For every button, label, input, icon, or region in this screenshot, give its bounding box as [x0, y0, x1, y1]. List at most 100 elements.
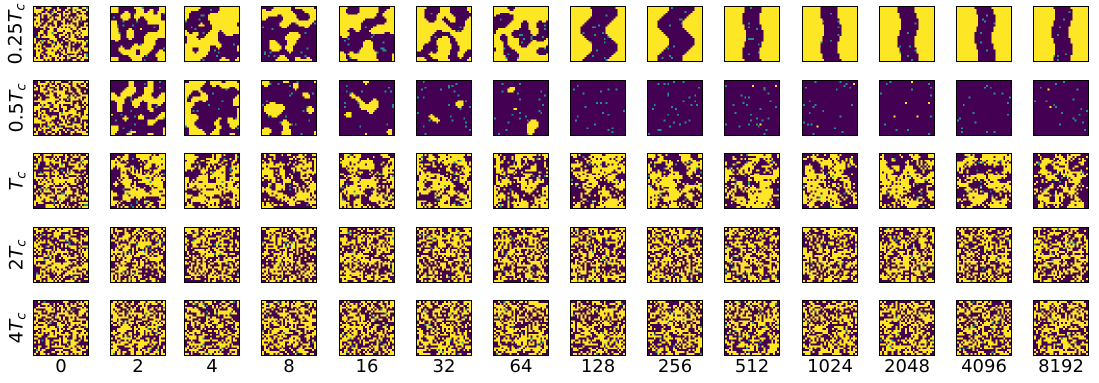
spin-lattice-panel [570, 300, 626, 356]
row-label: 0.25Tc [5, 3, 29, 64]
row-label-text: 0.25Tc [5, 3, 29, 64]
spin-lattice-panel [570, 6, 626, 62]
spin-lattice-panel [261, 6, 317, 62]
row-label-symbol: T [5, 11, 27, 23]
spin-lattice-panel [493, 227, 549, 283]
spin-lattice-panel [879, 6, 935, 62]
column-label-step: 128 [570, 356, 626, 377]
spin-lattice-panel [724, 153, 780, 209]
spin-lattice-panel [724, 6, 780, 62]
column-label-step: 1024 [802, 356, 858, 377]
row-label-subscript: c [14, 3, 29, 10]
spin-lattice-panel [339, 227, 395, 283]
column-label-step: 32 [416, 356, 472, 377]
spin-lattice-panel [1033, 153, 1089, 209]
spin-lattice-panel [647, 300, 703, 356]
row-label-symbol: T [5, 247, 27, 259]
spin-lattice-panel [1033, 80, 1089, 136]
spin-lattice-panel [261, 80, 317, 136]
spin-lattice-panel [33, 227, 89, 283]
spin-lattice-panel [184, 153, 240, 209]
row-label: Tc [5, 151, 29, 211]
spin-lattice-panel [184, 300, 240, 356]
spin-lattice-panel [261, 227, 317, 283]
spin-lattice-panel [184, 227, 240, 283]
spin-lattice-panel [647, 227, 703, 283]
spin-lattice-panel [570, 153, 626, 209]
spin-lattice-panel [110, 80, 166, 136]
row-label-subscript: c [14, 313, 29, 320]
spin-lattice-panel [261, 153, 317, 209]
spin-lattice-panel [802, 6, 858, 62]
spin-lattice-panel [956, 227, 1012, 283]
row-label-text: Tc [5, 172, 29, 191]
spin-lattice-panel [339, 6, 395, 62]
spin-lattice-panel [879, 80, 935, 136]
column-label-step: 16 [339, 356, 395, 377]
spin-lattice-panel [570, 80, 626, 136]
column-label-step: 512 [724, 356, 780, 377]
row-label-text: 0.5Tc [5, 84, 29, 133]
column-label-step: 4096 [956, 356, 1012, 377]
spin-lattice-panel [33, 300, 89, 356]
spin-lattice-panel [110, 6, 166, 62]
spin-lattice-panel [647, 80, 703, 136]
row-label: 2Tc [5, 225, 29, 285]
spin-lattice-panel [261, 300, 317, 356]
column-label-step: 0 [33, 356, 89, 377]
row-label: 0.5Tc [5, 78, 29, 138]
column-label-step: 4 [184, 356, 240, 377]
spin-lattice-panel [879, 227, 935, 283]
column-label-step: 64 [493, 356, 549, 377]
column-label-step: 2 [110, 356, 166, 377]
spin-lattice-panel [1033, 6, 1089, 62]
row-label-prefix: 4 [5, 331, 27, 343]
row-label: 4Tc [5, 298, 29, 358]
spin-lattice-panel [33, 80, 89, 136]
spin-lattice-panel [879, 300, 935, 356]
spin-lattice-panel [416, 153, 472, 209]
row-label-prefix: 0.5 [5, 102, 27, 132]
spin-lattice-panel [416, 6, 472, 62]
spin-lattice-panel [802, 80, 858, 136]
spin-lattice-panel [110, 300, 166, 356]
column-label-step: 8192 [1033, 356, 1089, 377]
column-label-step: 256 [647, 356, 703, 377]
spin-lattice-panel [956, 6, 1012, 62]
spin-lattice-panel [802, 153, 858, 209]
spin-lattice-panel [339, 153, 395, 209]
row-label-prefix: 0.25 [5, 22, 27, 64]
spin-lattice-panel [647, 153, 703, 209]
spin-lattice-panel [416, 227, 472, 283]
spin-lattice-panel [339, 80, 395, 136]
spin-lattice-panel [1033, 300, 1089, 356]
row-label-symbol: T [5, 91, 27, 103]
spin-lattice-panel [33, 153, 89, 209]
row-label-symbol: T [5, 179, 27, 191]
spin-lattice-panel [956, 153, 1012, 209]
spin-lattice-panel [802, 227, 858, 283]
row-label-prefix: 2 [5, 258, 27, 270]
spin-lattice-panel [1033, 227, 1089, 283]
column-label-step: 8 [261, 356, 317, 377]
spin-lattice-panel [724, 227, 780, 283]
spin-lattice-panel [724, 300, 780, 356]
spin-lattice-panel [416, 300, 472, 356]
spin-lattice-panel [956, 80, 1012, 136]
spin-lattice-panel [493, 80, 549, 136]
row-label-text: 2Tc [5, 240, 29, 271]
spin-lattice-panel [802, 300, 858, 356]
spin-lattice-panel [416, 80, 472, 136]
spin-lattice-panel [493, 300, 549, 356]
row-label-symbol: T [5, 320, 27, 332]
spin-lattice-panel [184, 80, 240, 136]
spin-lattice-panel [493, 153, 549, 209]
spin-lattice-panel [339, 300, 395, 356]
spin-lattice-panel [33, 6, 89, 62]
row-label-subscript: c [14, 240, 29, 247]
spin-lattice-panel [724, 80, 780, 136]
spin-lattice-panel [956, 300, 1012, 356]
spin-lattice-panel [110, 227, 166, 283]
row-label-subscript: c [14, 84, 29, 91]
